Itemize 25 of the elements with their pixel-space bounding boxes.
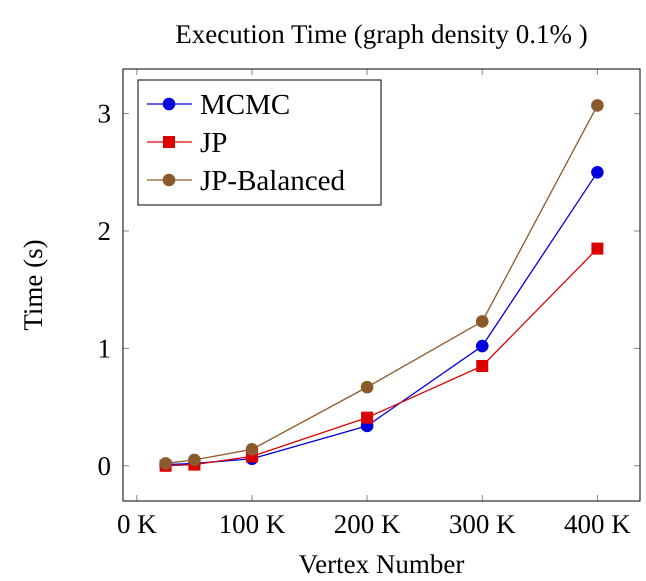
point	[591, 242, 604, 255]
x-tick-label: 200 K	[334, 509, 401, 539]
point	[476, 340, 489, 352]
x-tick-label: 300 K	[448, 509, 516, 539]
point	[476, 315, 489, 328]
point	[476, 360, 488, 372]
point	[591, 99, 604, 112]
point	[246, 443, 258, 456]
y-tick-label: 2	[98, 216, 111, 246]
x-axis-title: Vertex Number	[298, 549, 464, 579]
y-tick-label: 0	[98, 450, 111, 481]
point	[360, 380, 374, 394]
y-tick-label: 3	[98, 98, 111, 129]
point	[188, 454, 201, 466]
legend-label: JP	[200, 127, 228, 159]
x-tick-label: 0 K	[116, 509, 158, 539]
point	[361, 412, 374, 424]
y-axis-title: Time (s)	[18, 239, 48, 331]
chart-title: Execution Time (graph density 0.1% )	[175, 19, 588, 49]
legend-label: MCMC	[200, 89, 290, 121]
x-tick-label: 400 K	[564, 509, 632, 539]
y-tick-label: 1	[98, 333, 111, 364]
legend-label: JP-Balanced	[200, 165, 346, 197]
point	[591, 166, 604, 179]
x-tick-label: 100 K	[218, 509, 286, 539]
